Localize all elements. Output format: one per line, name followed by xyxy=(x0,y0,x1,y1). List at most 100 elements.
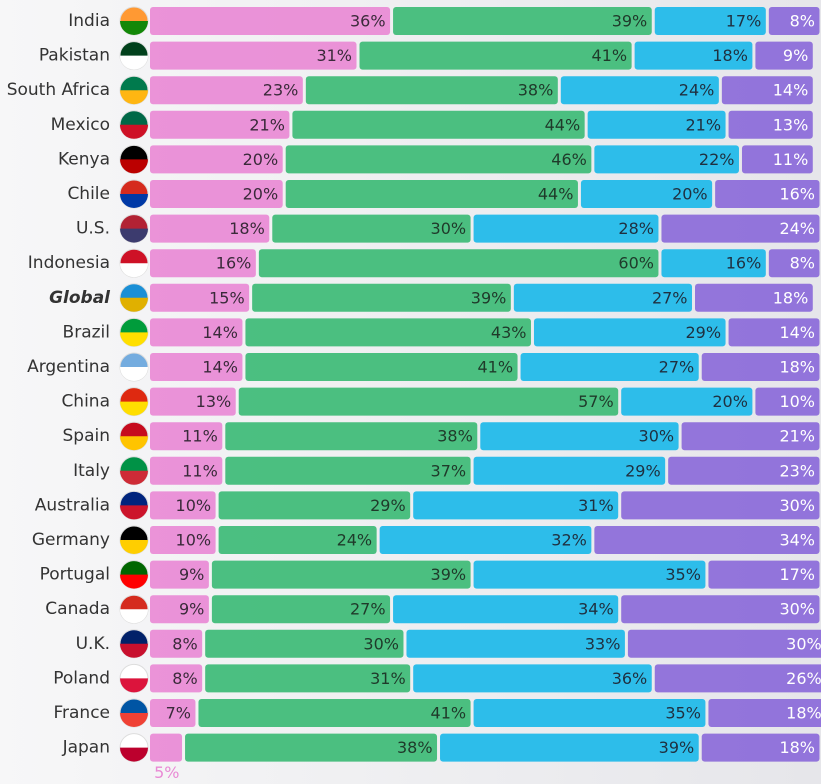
value-label: 21% xyxy=(779,427,815,446)
bar-segment xyxy=(621,491,820,520)
value-label: 41% xyxy=(477,358,513,377)
value-label: 23% xyxy=(779,461,815,480)
category-label: Japan xyxy=(62,738,110,758)
bar-segment xyxy=(150,41,357,70)
bar-segment xyxy=(473,456,666,485)
value-label: 22% xyxy=(699,150,735,169)
value-label: 16% xyxy=(216,254,252,273)
bar-segment xyxy=(150,664,203,693)
bar-segment xyxy=(150,180,283,208)
category-label: France xyxy=(53,703,110,723)
value-label: 14% xyxy=(202,358,238,377)
value-label: 10% xyxy=(176,496,212,515)
value-label: 21% xyxy=(685,115,721,134)
value-label: 27% xyxy=(350,600,386,619)
bar-segment xyxy=(218,526,377,554)
flag xyxy=(120,228,148,243)
flag xyxy=(120,713,148,727)
flag xyxy=(120,609,148,624)
category-label: Portugal xyxy=(40,565,110,585)
value-label: 37% xyxy=(431,461,467,480)
value-label: 30% xyxy=(779,496,815,515)
value-label: 27% xyxy=(659,358,695,377)
rows: India 36% 39% 17% 8% Pakistan 31% 41% 18% 9% South… xyxy=(7,6,821,782)
value-label: 16% xyxy=(726,254,762,273)
value-label: 30% xyxy=(639,427,675,446)
bar-segment xyxy=(755,41,813,70)
bar-segment xyxy=(150,214,270,243)
bar-segment xyxy=(150,145,283,174)
bar-segment xyxy=(218,491,411,520)
value-label: 17% xyxy=(726,12,762,31)
bar-segment xyxy=(211,595,391,624)
value-label: 34% xyxy=(578,600,614,619)
bar-segment xyxy=(258,249,659,278)
category-label: South Africa xyxy=(7,80,110,100)
value-label: 13% xyxy=(196,392,232,411)
value-label: 30% xyxy=(363,634,399,653)
value-label: 18% xyxy=(229,219,265,238)
bar-segment xyxy=(252,283,511,312)
flag xyxy=(120,574,148,589)
bar-segment xyxy=(150,249,256,278)
value-label: 24% xyxy=(337,531,373,550)
flag xyxy=(120,747,148,762)
category-label: Poland xyxy=(53,668,110,688)
value-label: 39% xyxy=(659,738,695,757)
value-label: 46% xyxy=(551,150,587,169)
flag xyxy=(120,124,148,139)
value-label: 39% xyxy=(471,288,507,307)
flag xyxy=(120,401,148,416)
value-label: 35% xyxy=(665,704,701,723)
flag xyxy=(120,505,148,520)
bar-segment xyxy=(413,664,652,693)
bar-segment xyxy=(150,318,243,347)
value-label: 24% xyxy=(779,219,815,238)
value-label: 39% xyxy=(612,12,648,31)
bar-segment xyxy=(150,387,236,416)
flag xyxy=(120,263,148,278)
bar-segment xyxy=(413,491,619,520)
value-label: 29% xyxy=(625,461,661,480)
bar-segment xyxy=(621,387,753,416)
value-label: 41% xyxy=(592,46,628,65)
value-label: 60% xyxy=(618,254,654,273)
flag xyxy=(120,540,148,554)
category-label: Italy xyxy=(73,461,110,481)
bar-segment xyxy=(150,76,303,105)
bar-segment xyxy=(654,664,821,693)
bar-segment xyxy=(480,422,679,451)
value-label: 26% xyxy=(786,669,821,688)
value-label: 32% xyxy=(551,531,587,550)
value-label: 9% xyxy=(179,600,204,619)
bar-segment xyxy=(701,733,820,762)
value-label: 16% xyxy=(779,185,815,204)
bar-segment xyxy=(594,526,820,554)
flag xyxy=(120,643,148,658)
bar-segment xyxy=(594,145,739,174)
flag xyxy=(120,55,148,70)
bar-segment xyxy=(533,318,726,347)
bar-segment xyxy=(728,318,820,347)
value-label: 10% xyxy=(779,392,815,411)
bar-segment xyxy=(520,353,699,381)
bar-segment xyxy=(285,145,592,174)
value-label: 18% xyxy=(786,704,821,723)
value-label: 18% xyxy=(712,46,748,65)
bar-segment xyxy=(741,145,813,174)
value-label: 14% xyxy=(779,323,815,342)
bar-segment xyxy=(150,7,391,35)
bar-segment xyxy=(768,249,820,278)
bar-segment xyxy=(587,110,726,139)
value-label: 11% xyxy=(182,461,218,480)
value-label: 44% xyxy=(545,115,581,134)
value-label: 38% xyxy=(437,427,473,446)
bar-segment xyxy=(715,180,820,208)
bar-segment xyxy=(695,283,813,312)
value-label: 8% xyxy=(790,12,815,31)
bar-segment xyxy=(473,214,659,243)
category-label: Brazil xyxy=(63,322,110,342)
bar-segment xyxy=(150,491,216,520)
bar-segment xyxy=(473,699,706,727)
